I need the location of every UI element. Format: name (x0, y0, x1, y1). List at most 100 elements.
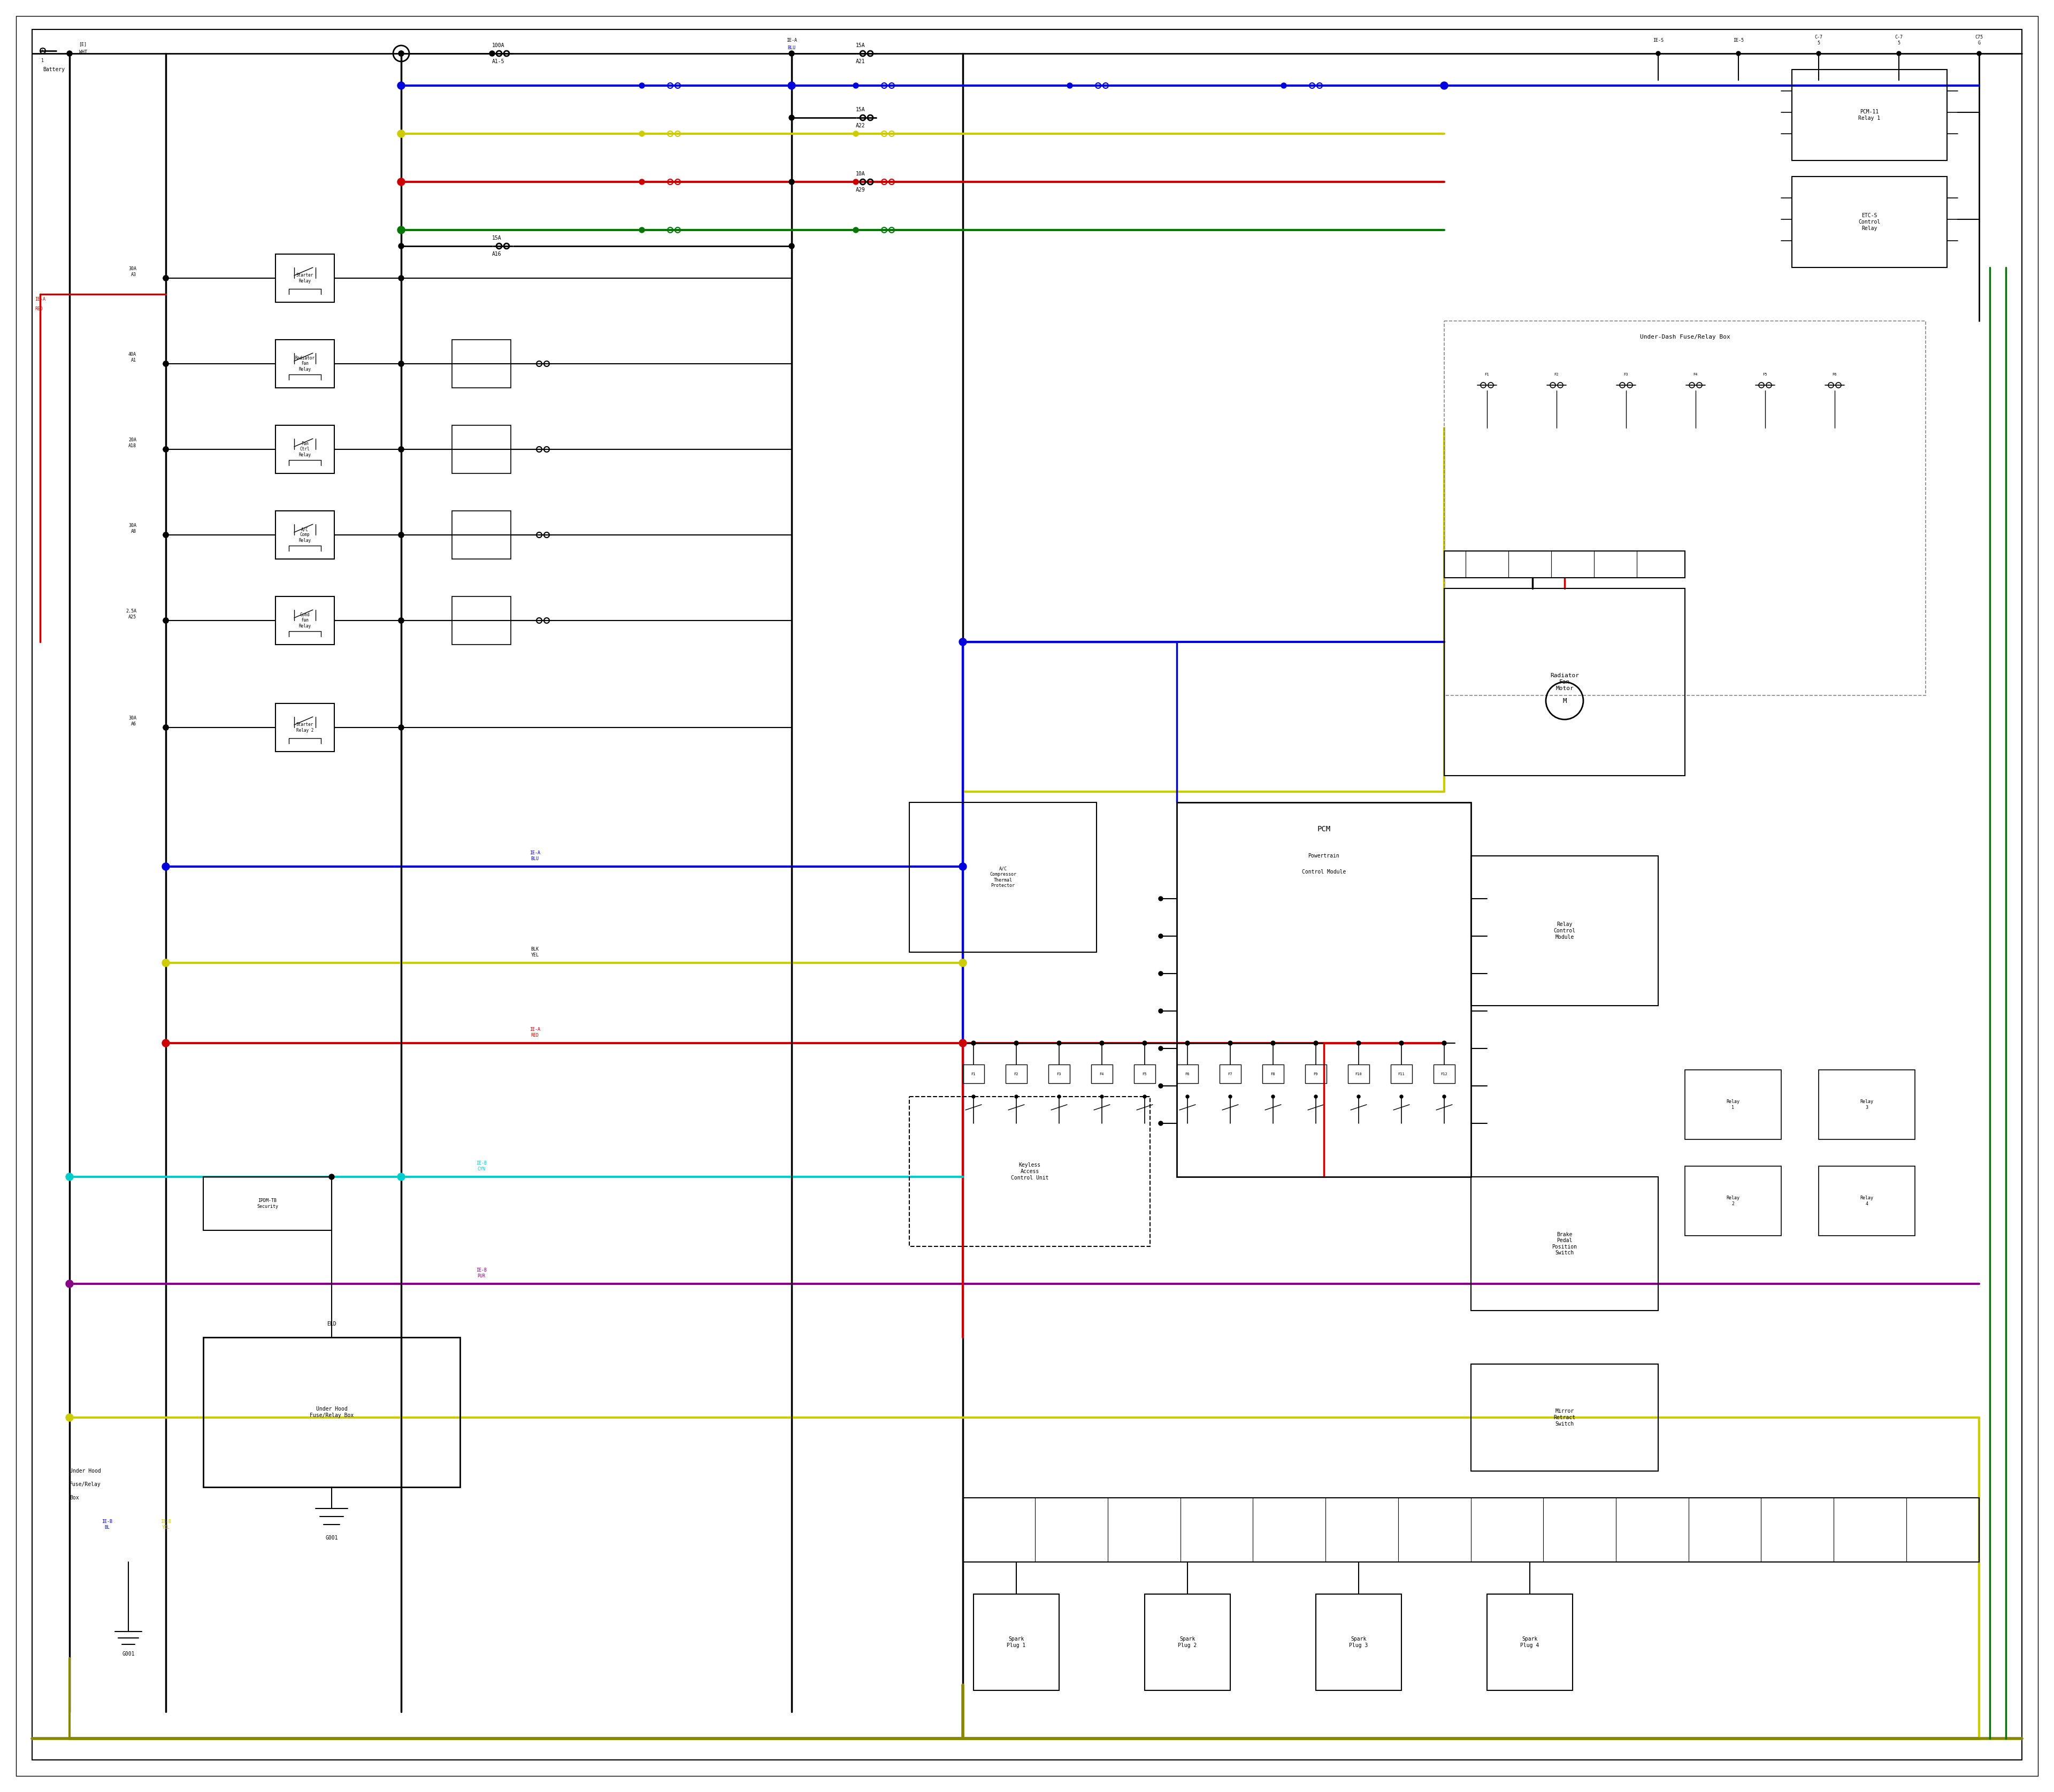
Circle shape (1158, 1047, 1163, 1050)
Text: RED: RED (35, 306, 43, 312)
Bar (1471, 1364, 1658, 1471)
Circle shape (162, 532, 168, 538)
Text: IE-B
BL: IE-B BL (101, 1520, 113, 1530)
Circle shape (789, 50, 795, 56)
Text: IE-B
CYN: IE-B CYN (477, 1161, 487, 1172)
Text: C-7
5: C-7 5 (1896, 34, 1902, 45)
Text: F11: F11 (1399, 1073, 1405, 1075)
Text: Spark
Plug 4: Spark Plug 4 (1520, 1636, 1538, 1649)
Text: F1: F1 (1485, 373, 1489, 376)
Bar (1347, 1064, 1370, 1082)
Text: IE-B
PUR: IE-B PUR (477, 1269, 487, 1278)
Text: Relay
4: Relay 4 (1861, 1195, 1873, 1206)
Text: F4: F4 (1692, 373, 1699, 376)
Bar (452, 425, 511, 473)
Text: G001: G001 (121, 1650, 136, 1656)
Circle shape (1158, 934, 1163, 939)
Text: IE-A
BLU: IE-A BLU (530, 851, 540, 862)
Circle shape (1656, 52, 1660, 56)
Circle shape (396, 226, 405, 233)
Circle shape (68, 50, 72, 56)
Text: Relay
3: Relay 3 (1861, 1100, 1873, 1109)
Bar (1684, 1070, 1781, 1140)
Circle shape (1356, 1041, 1360, 1045)
Text: 100A: 100A (493, 43, 505, 48)
Text: Starter
Relay: Starter Relay (296, 272, 314, 283)
Text: BLU: BLU (787, 47, 795, 50)
Circle shape (162, 959, 170, 966)
Circle shape (1158, 896, 1163, 901)
Circle shape (162, 360, 168, 366)
Text: F5: F5 (1142, 1073, 1146, 1075)
Bar (203, 1337, 460, 1487)
Text: Under-Dash Fuse/Relay Box: Under-Dash Fuse/Relay Box (1639, 335, 1729, 340)
Circle shape (639, 179, 645, 185)
Circle shape (1442, 1095, 1446, 1098)
Text: IE-B
YEL: IE-B YEL (160, 1520, 170, 1530)
Text: F2: F2 (1555, 373, 1559, 376)
Text: IE-A: IE-A (35, 297, 45, 303)
Bar (1134, 1064, 1154, 1082)
Circle shape (1185, 1041, 1189, 1045)
Bar (1391, 1064, 1413, 1082)
Circle shape (1158, 1084, 1163, 1088)
Circle shape (398, 618, 405, 624)
Bar (1487, 1595, 1573, 1690)
Text: A29: A29 (857, 186, 865, 192)
Circle shape (789, 244, 795, 249)
Circle shape (162, 618, 168, 624)
Bar (1471, 857, 1658, 1005)
Bar (1220, 1064, 1241, 1082)
Text: PCM: PCM (1317, 826, 1331, 833)
Text: Powertrain: Powertrain (1308, 853, 1339, 858)
Text: A1-5: A1-5 (493, 59, 505, 65)
Text: A16: A16 (493, 251, 501, 256)
Circle shape (1099, 1041, 1105, 1045)
Circle shape (789, 179, 795, 185)
Text: IE-S: IE-S (1653, 38, 1664, 43)
Circle shape (1158, 1009, 1163, 1012)
Bar (910, 803, 1097, 952)
Text: Relay
Control
Module: Relay Control Module (1553, 921, 1575, 939)
Circle shape (639, 131, 645, 136)
Text: 20A
A18: 20A A18 (127, 437, 136, 448)
Circle shape (162, 360, 168, 366)
Bar (1263, 1064, 1284, 1082)
Bar (1471, 1177, 1658, 1310)
Text: C75
G: C75 G (1976, 34, 1982, 45)
Circle shape (398, 532, 405, 538)
Text: Fan
Ctrl
Relay: Fan Ctrl Relay (298, 441, 310, 457)
Bar (452, 511, 511, 559)
Circle shape (1142, 1041, 1146, 1045)
Bar (910, 1097, 1150, 1247)
Text: F3: F3 (1625, 373, 1629, 376)
Circle shape (959, 862, 967, 871)
Circle shape (396, 1174, 405, 1181)
Text: Radiator
Fan
Relay: Radiator Fan Relay (296, 357, 314, 371)
Bar (275, 254, 335, 303)
Text: Spark
Plug 2: Spark Plug 2 (1179, 1636, 1197, 1649)
Bar (1304, 1064, 1327, 1082)
Circle shape (398, 446, 405, 452)
Bar (452, 340, 511, 387)
Text: Control Module: Control Module (1302, 869, 1345, 874)
Bar (1006, 1064, 1027, 1082)
Text: Brake
Pedal
Position
Switch: Brake Pedal Position Switch (1553, 1231, 1577, 1256)
Circle shape (1976, 52, 1982, 56)
Text: A22: A22 (857, 124, 865, 129)
Text: WHT: WHT (78, 50, 86, 56)
Text: [E]: [E] (78, 41, 86, 47)
Text: C-7
5: C-7 5 (1814, 34, 1822, 45)
Text: F7: F7 (1228, 1073, 1232, 1075)
Bar (275, 340, 335, 387)
Text: F1: F1 (972, 1073, 976, 1075)
Bar (275, 704, 335, 751)
Circle shape (66, 1174, 74, 1181)
Bar (1177, 1064, 1197, 1082)
Text: Under Hood: Under Hood (70, 1468, 101, 1473)
Text: Battery: Battery (43, 66, 66, 72)
Text: IE-A: IE-A (787, 38, 797, 43)
Bar (1434, 1064, 1454, 1082)
Text: F12: F12 (1440, 1073, 1448, 1075)
Circle shape (789, 82, 795, 90)
